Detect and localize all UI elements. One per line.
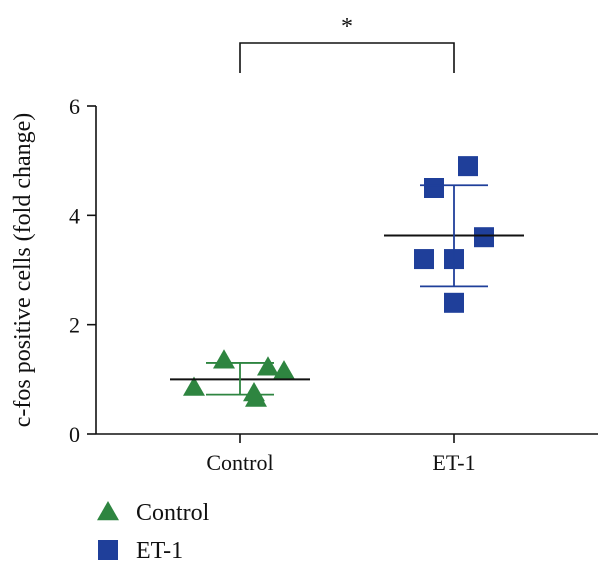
error-bars (170, 184, 524, 396)
significance-bracket: * (239, 14, 455, 73)
legend-label: Control (136, 500, 210, 526)
x-tick-label: ET-1 (432, 450, 475, 475)
data-point-control (183, 376, 205, 396)
data-point-control (213, 349, 235, 369)
data-point-et1 (444, 292, 464, 313)
y-axis-title: c-fos positive cells (fold change) (10, 113, 36, 428)
y-tick-label: 4 (69, 203, 80, 228)
data-point-et1 (458, 156, 478, 177)
bracket-line (239, 42, 455, 73)
y-tick-label: 2 (69, 313, 80, 338)
data-point-control (243, 382, 265, 402)
axes (95, 106, 598, 435)
data-point-et1 (414, 249, 434, 270)
legend-label: ET-1 (136, 538, 183, 564)
significance-label: * (341, 14, 353, 40)
x-ticks: Control ET-1 (206, 434, 476, 475)
data-point-control (257, 356, 279, 376)
y-tick-label: 0 (69, 422, 80, 447)
legend-marker-control (97, 501, 119, 521)
y-ticks: 0 2 4 6 (69, 94, 96, 447)
data-point-et1 (424, 178, 444, 198)
data-point-et1 (474, 227, 494, 248)
legend: Control ET-1 (97, 500, 210, 564)
legend-marker-et1 (98, 540, 118, 560)
y-tick-label: 6 (69, 94, 80, 119)
data-point-control (273, 360, 295, 380)
x-tick-label: Control (206, 450, 273, 475)
data-marks (183, 156, 494, 407)
